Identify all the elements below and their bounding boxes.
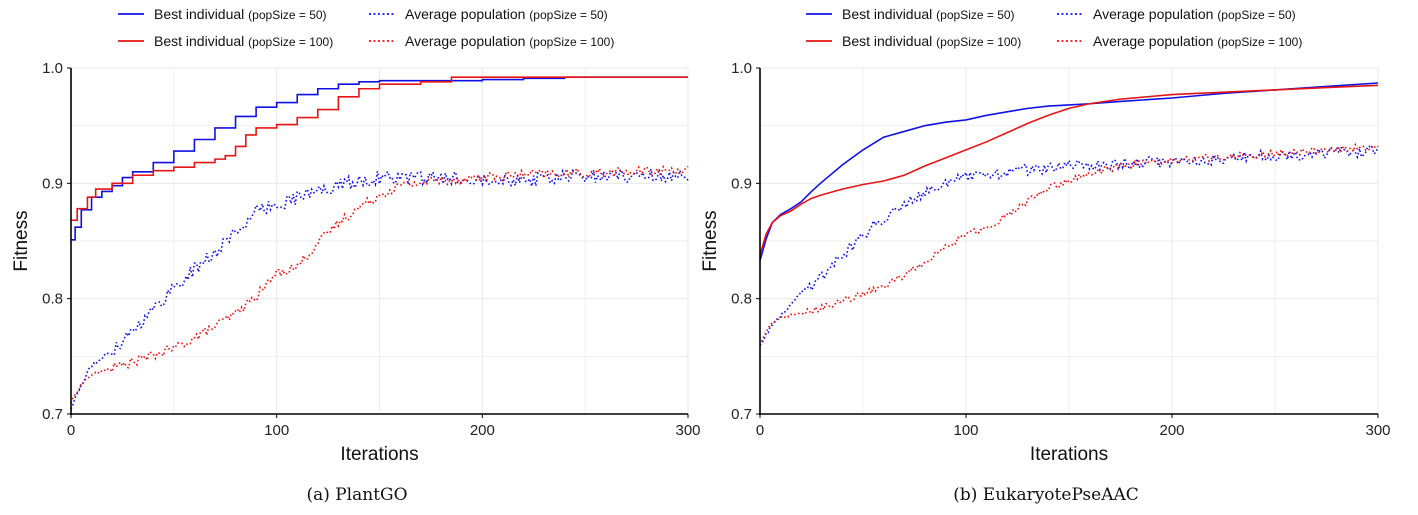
legend-label: Best individual (popSize = 100): [154, 33, 333, 49]
grid: [71, 67, 689, 414]
panel-caption: (b) EukaryotePseAAC: [953, 485, 1139, 505]
legend-label: Average population (popSize = 50): [405, 6, 608, 22]
series-line-2: [759, 84, 1379, 256]
series-line-1: [759, 82, 1379, 261]
y-tick-label: 0.7: [42, 406, 63, 423]
series-line-4: [70, 164, 689, 404]
y-tick-label: 1.0: [42, 60, 63, 77]
legend-label: Best individual (popSize = 100): [842, 33, 1021, 49]
y-tick-label: 0.8: [731, 291, 752, 308]
y-tick-label: 0.9: [42, 175, 63, 192]
x-tick-label: 100: [953, 422, 978, 439]
chart-panel-2: 0 100 200 300 0.7 0.8 0.9 1.0 Iterations Fitness (…: [700, 6, 1391, 505]
grid: [760, 67, 1379, 414]
x-axis-title: Iterations: [340, 444, 418, 465]
legend-label: Best individual (popSize = 50): [154, 6, 327, 22]
x-tick-label: 0: [756, 422, 764, 439]
panel-caption: (a) PlantGO: [306, 485, 407, 505]
y-axis-title: Fitness: [700, 210, 721, 271]
legend-label: Average population (popSize = 50): [1093, 6, 1296, 22]
legend: Best individual (popSize = 50) Average po…: [118, 6, 614, 49]
x-tick-label: 300: [675, 422, 700, 439]
series-line-3: [759, 144, 1379, 346]
legend-label: Average population (popSize = 100): [405, 33, 614, 49]
series-line-2: [71, 76, 688, 222]
x-tick-label: 100: [264, 422, 289, 439]
y-tick-label: 0.7: [731, 406, 752, 423]
x-tick-label: 200: [470, 422, 495, 439]
legend-label: Best individual (popSize = 50): [842, 6, 1015, 22]
y-axis-title: Fitness: [11, 210, 32, 271]
x-tick-label: 200: [1159, 422, 1184, 439]
x-axis-title: Iterations: [1030, 444, 1108, 465]
series-line-1: [71, 76, 688, 241]
y-tick-label: 0.8: [42, 291, 63, 308]
y-tick-label: 1.0: [731, 60, 752, 77]
x-tick-label: 300: [1365, 422, 1390, 439]
y-tick-label: 0.9: [731, 175, 752, 192]
legend-label: Average population (popSize = 100): [1093, 33, 1302, 49]
x-tick-label: 0: [67, 422, 75, 439]
chart-panel-1: 0 100 200 300 0.7 0.8 0.9 1.0 Iterations Fitness (…: [11, 6, 701, 505]
legend: Best individual (popSize = 50) Average po…: [806, 6, 1302, 49]
